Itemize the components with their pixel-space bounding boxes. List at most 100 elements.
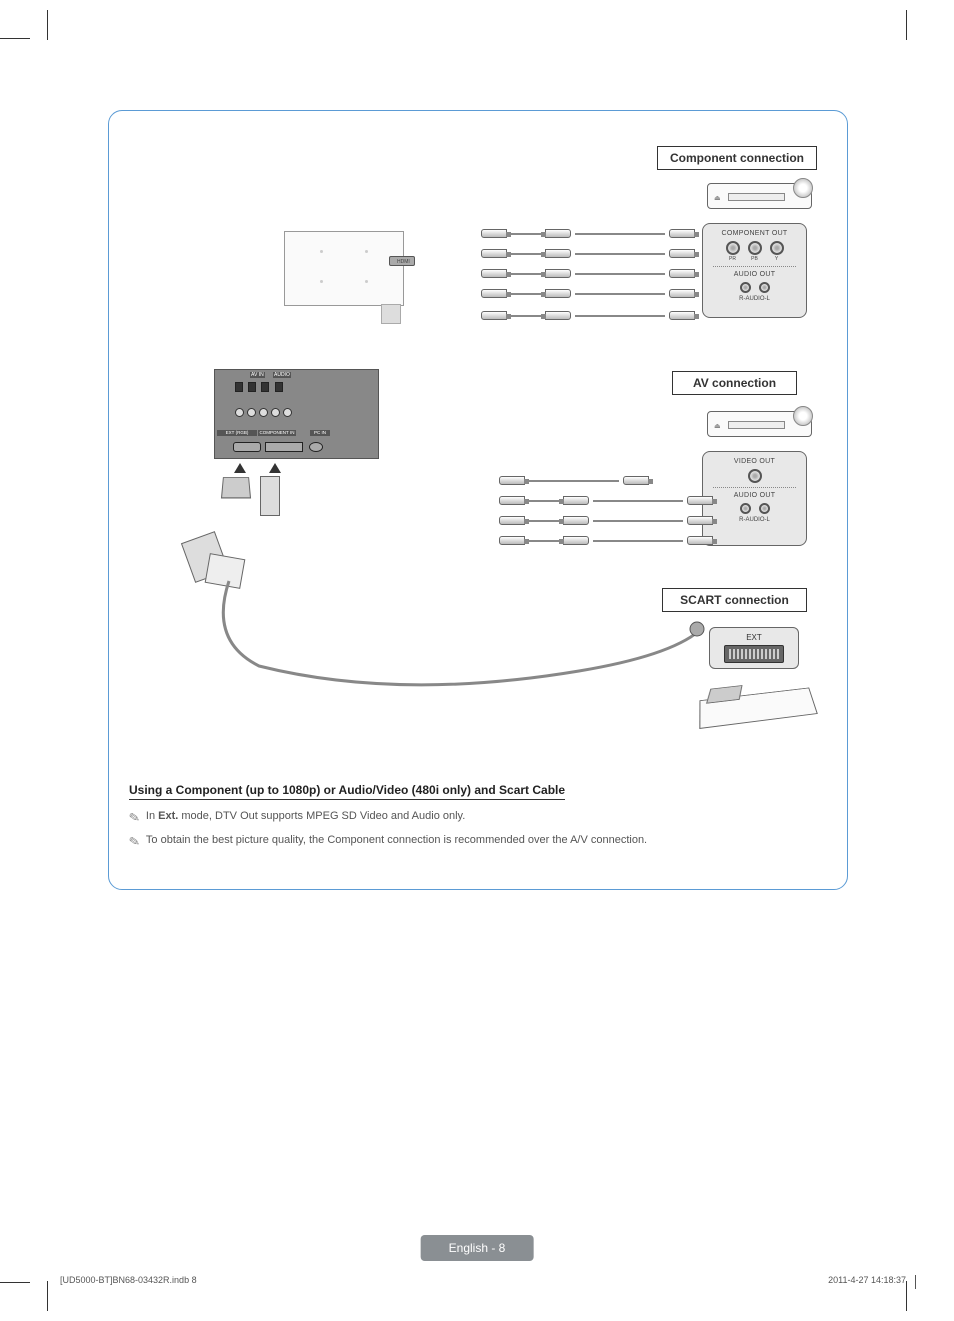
crop-mark [906, 10, 924, 40]
rear-slot-icon [309, 442, 323, 452]
divider [713, 266, 796, 267]
rca-plug-icon [499, 516, 525, 525]
crop-mark [0, 38, 30, 39]
rca-plug-icon [545, 249, 571, 258]
note-line: ✎ To obtain the best picture quality, th… [129, 834, 827, 850]
note-icon: ✎ [128, 833, 142, 851]
wire-icon [529, 480, 619, 482]
hdmi-label: HDMI [397, 259, 410, 265]
audio-sublabel: R-AUDIO-L [707, 296, 802, 302]
jack-group: PR [726, 241, 740, 262]
footer-timestamp: 2011-4-27 14:18:37 [828, 1275, 906, 1285]
cable-row [481, 289, 695, 298]
note-text: In Ext. mode, DTV Out supports MPEG SD V… [146, 810, 465, 822]
component-out-title: COMPONENT OUT [707, 230, 802, 237]
audio-out-title: AUDIO OUT [707, 271, 802, 278]
note1-bold: Ext. [158, 810, 178, 822]
rear-rca-row [235, 408, 292, 417]
wire-icon [593, 540, 683, 542]
rca-plug-icon [669, 289, 695, 298]
video-jack-row [707, 469, 802, 483]
wire-icon [529, 540, 559, 542]
crop-mark [30, 1281, 48, 1311]
tv-stand-icon [381, 304, 401, 324]
component-out-panel: COMPONENT OUT PR PB Y AUDIO OUT R-AUDIO-… [702, 223, 807, 318]
rear-component-label: COMPONENT IN [258, 430, 296, 436]
note1-suffix: mode, DTV Out supports MPEG SD Video and… [178, 810, 465, 822]
cable-row [481, 269, 695, 278]
rear-scart-slot-icon [233, 442, 261, 452]
wire-icon [575, 293, 665, 295]
wire-icon [529, 520, 559, 522]
cable-row [481, 311, 695, 320]
page-footer-pill: English - 8 [421, 1235, 534, 1261]
wire-icon [511, 273, 541, 275]
wire-icon [593, 500, 683, 502]
av-connection-label: AV connection [672, 371, 797, 395]
tv-front-icon [284, 231, 404, 306]
ext-label: EXT [715, 633, 793, 642]
av-out-panel: VIDEO OUT AUDIO OUT R-AUDIO-L [702, 451, 807, 546]
rca-plug-icon [669, 249, 695, 258]
jack-l-icon [759, 282, 770, 293]
jack-pb-label: PB [748, 256, 762, 262]
audio-out-title: AUDIO OUT [707, 492, 802, 499]
wire-icon [511, 253, 541, 255]
connection-diagram: HDMI AV IN AUDIO EXT (RGB) COMPONENT IN … [129, 131, 827, 771]
crop-mark [30, 10, 48, 40]
dvd-player-icon: ⏏ [707, 411, 812, 437]
rca-jack-icon [283, 408, 292, 417]
wire-icon [575, 253, 665, 255]
scart-cable-path-icon [199, 571, 709, 691]
rca-plug-icon [545, 229, 571, 238]
wire-icon [511, 293, 541, 295]
jack-group: Y [770, 241, 784, 262]
rear-port-icon [248, 382, 256, 392]
rca-plug-icon [481, 289, 507, 298]
jack-pr-label: PR [726, 256, 740, 262]
rca-plug-icon [687, 516, 713, 525]
jack-pb-icon [748, 241, 762, 255]
rca-plug-icon [499, 476, 525, 485]
rca-plug-icon [481, 269, 507, 278]
eject-icon: ⏏ [714, 194, 721, 202]
note-icon: ✎ [128, 809, 142, 827]
rca-plug-icon [623, 476, 649, 485]
rca-plug-icon [687, 496, 713, 505]
audio-jack-row [707, 503, 802, 514]
rca-plug-icon [499, 496, 525, 505]
rca-plug-icon [563, 496, 589, 505]
cable-row [481, 249, 695, 258]
rca-plug-icon [481, 311, 507, 320]
tv-rear-panel-icon: AV IN AUDIO EXT (RGB) COMPONENT IN PC IN [214, 369, 379, 459]
rear-port-icon [275, 382, 283, 392]
rca-plug-icon [669, 311, 695, 320]
wire-icon [575, 233, 665, 235]
component-jack-row: PR PB Y [707, 241, 802, 262]
arrow-up-icon [234, 463, 246, 473]
footer-divider [915, 1275, 916, 1289]
rca-jack-icon [259, 408, 268, 417]
jack-l-icon [759, 503, 770, 514]
rear-port-icon [261, 382, 269, 392]
component-adapter-icon [260, 476, 280, 516]
cable-row [481, 229, 695, 238]
rca-plug-icon [481, 249, 507, 258]
cable-row [499, 536, 713, 545]
rear-slot-icon [265, 442, 303, 452]
wire-icon [511, 315, 541, 317]
dvd-player-icon: ⏏ [707, 183, 812, 209]
scart-connector-icon [724, 645, 784, 663]
wire-icon [593, 520, 683, 522]
rear-pcin-label: PC IN [310, 430, 330, 436]
ext-port-box: EXT [709, 627, 799, 669]
wire-icon [529, 500, 559, 502]
notes-section: Using a Component (up to 1080p) or Audio… [129, 783, 827, 850]
footer-filename: [UD5000-BT]BN68-03432R.indb 8 [60, 1275, 197, 1285]
scart-plug-icon [221, 477, 251, 498]
audio-jack-row [707, 282, 802, 293]
video-out-title: VIDEO OUT [707, 458, 802, 465]
wire-icon [511, 233, 541, 235]
arrow-up-icon [269, 463, 281, 473]
rca-jack-icon [235, 408, 244, 417]
